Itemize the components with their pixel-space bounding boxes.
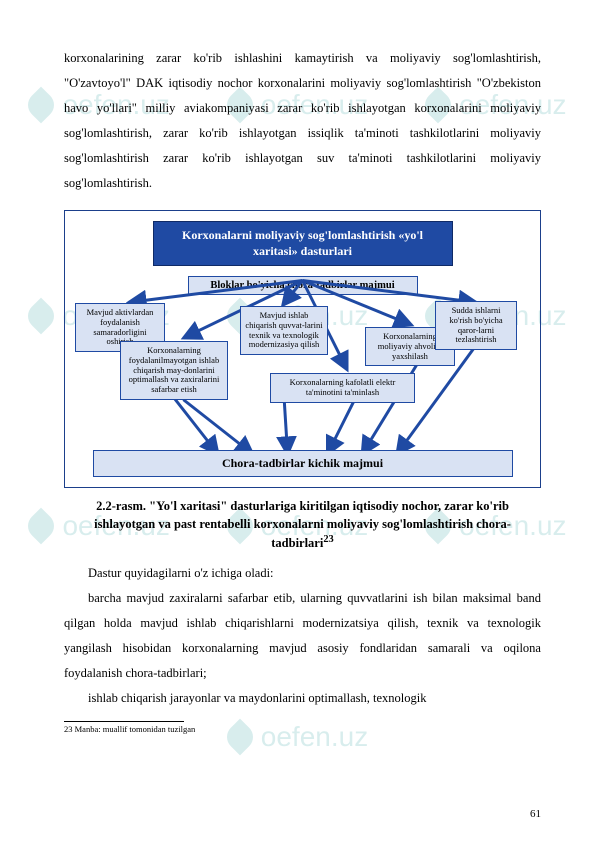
node-6: Sudda ishlarni ko'rish bo'yicha qaror-la…: [435, 301, 517, 350]
diagram-subtitle: Bloklar bo'yicha chora-tadbirlar majmui: [188, 276, 418, 295]
body-text: Dastur quyidagilarni o'z ichiga oladi: b…: [64, 561, 541, 711]
diagram-title: Korxonalarni moliyaviy sog'lomlashtirish…: [153, 221, 453, 266]
body-p3: ishlab chiqarish jarayonlar va maydonlar…: [64, 686, 541, 711]
page-content: korxonalarining zarar ko'rib ishlashini …: [0, 0, 595, 764]
figure-caption: 2.2-rasm. "Yo'l xaritasi" dasturlariga k…: [64, 498, 541, 553]
body-p2: barcha mavjud zaxiralarni safarbar etib,…: [64, 586, 541, 686]
page-number: 61: [530, 808, 541, 820]
body-p1: Dastur quyidagilarni o'z ichiga oladi:: [64, 561, 541, 586]
intro-paragraph: korxonalarining zarar ko'rib ishlashini …: [64, 46, 541, 196]
footnote-rule: [64, 721, 184, 722]
diagram-footer: Chora-tadbirlar kichik majmui: [93, 450, 513, 477]
node-3: Mavjud ishlab chiqarish quvvat-larini te…: [240, 306, 328, 355]
flowchart: Korxonalarni moliyaviy sog'lomlashtirish…: [64, 210, 541, 488]
node-2: Korxonalarning foydalanilmayotgan ishlab…: [120, 341, 228, 400]
footnote: 23 Manba: muallif tomonidan tuzilgan: [64, 724, 541, 734]
node-4: Korxonalarning kafolatli elektr ta'minot…: [270, 373, 415, 403]
